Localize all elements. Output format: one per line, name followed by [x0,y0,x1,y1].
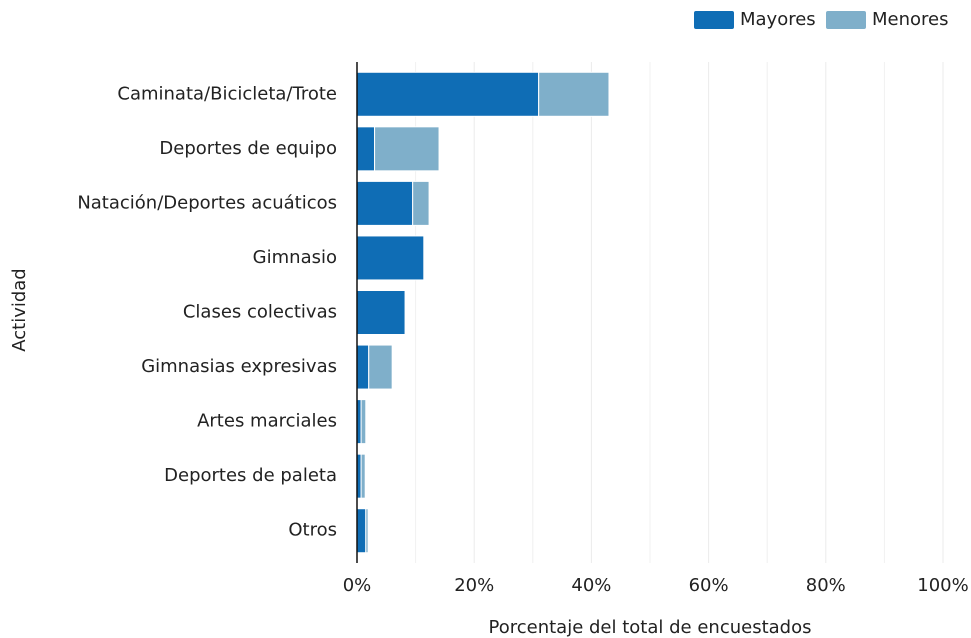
y-tick-label: Gimnasias expresivas [141,356,337,377]
y-tick-label: Deportes de paleta [164,465,337,486]
y-tick-label: Otros [288,520,337,541]
y-tick-label: Gimnasio [253,247,337,268]
bar-segment [368,344,393,390]
bar-segment [365,508,369,554]
bar-segment [356,126,376,172]
legend-swatch [826,11,866,29]
y-tick-label: Clases colectivas [183,302,337,323]
y-tick-label: Artes marciales [197,411,337,432]
x-tick-label: 100% [917,575,968,596]
x-tick-label: 80% [806,575,846,596]
x-tick-label: 60% [689,575,729,596]
bar-segment [356,344,370,390]
x-tick-label: 40% [571,575,611,596]
x-tick-label: 0% [343,575,372,596]
x-tick-label: 20% [454,575,494,596]
bar-segment [356,71,540,117]
y-axis-label: Actividad [9,268,30,352]
bar-segment [360,399,367,445]
y-tick-label: Natación/Deportes acuáticos [77,192,337,213]
bar-segment [360,453,366,499]
bar-segment [356,235,425,281]
bar-segment [356,180,414,226]
bar-segment [412,180,430,226]
legend-swatch [694,11,734,29]
y-tick-label: Deportes de equipo [159,138,337,159]
bar-segment [538,71,610,117]
y-tick-label: Caminata/Bicicleta/Trote [117,83,337,104]
legend-label: Menores [872,9,948,30]
bar-segment [356,508,367,554]
legend-label: Mayores [740,9,816,30]
x-axis-label: Porcentaje del total de encuestados [489,617,812,638]
bar-segment [374,126,440,172]
bar-segment [356,290,406,335]
